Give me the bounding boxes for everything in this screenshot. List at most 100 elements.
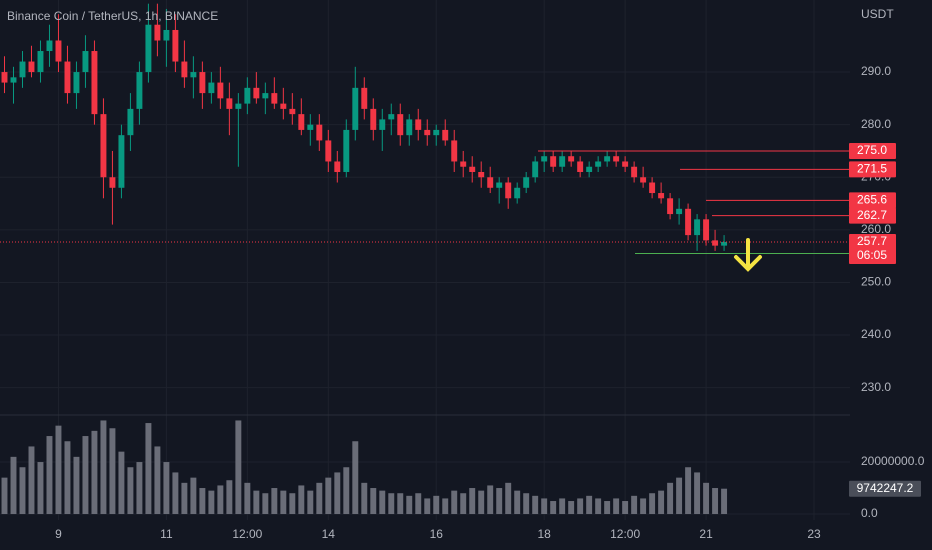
level-label-box xyxy=(849,207,896,224)
volume-bar xyxy=(46,436,53,515)
candle-body xyxy=(172,29,179,62)
chart-title: Binance Coin / TetherUS, 1h, BINANCE xyxy=(7,9,218,23)
level-label: 275.0 xyxy=(857,143,887,157)
volume-bar xyxy=(118,451,125,515)
candle-body xyxy=(595,161,602,167)
volume-bar xyxy=(172,472,179,515)
volume-tick-label: 20000000.0 xyxy=(861,454,925,468)
candle-body xyxy=(163,29,170,41)
volume-bar xyxy=(469,488,476,515)
volume-bar xyxy=(559,498,566,515)
volume-bar xyxy=(595,498,602,515)
candle-body xyxy=(217,82,224,99)
last-price-label: 257.7 xyxy=(857,234,887,248)
volume-bar xyxy=(451,490,458,515)
volume-bar xyxy=(397,493,404,515)
last-volume-box xyxy=(849,480,921,497)
candle-body xyxy=(658,193,665,199)
candle-body xyxy=(451,140,458,162)
candle-body xyxy=(694,219,701,236)
volume-bar xyxy=(262,493,269,515)
candle-body xyxy=(667,198,674,215)
volume-bar xyxy=(190,477,197,515)
volume-bar xyxy=(532,495,539,515)
x-tick-label: 12:00 xyxy=(610,527,640,541)
x-tick-label: 16 xyxy=(430,527,444,541)
candle-body xyxy=(280,103,287,109)
candle-body xyxy=(289,108,296,115)
volume-bar xyxy=(460,493,467,515)
candle-body xyxy=(73,72,80,94)
volume-bar xyxy=(73,456,80,515)
candle-body xyxy=(415,119,422,130)
candle-body xyxy=(487,177,494,188)
y-tick-label: 260.0 xyxy=(861,222,891,236)
volume-bar xyxy=(640,498,647,515)
candle-body xyxy=(298,114,305,130)
level-label-box xyxy=(849,142,896,159)
candle-body xyxy=(523,177,530,188)
volume-bar xyxy=(505,482,512,515)
volume-bar xyxy=(82,436,89,515)
candle-body xyxy=(262,93,269,99)
volume-bar xyxy=(325,477,332,515)
volume-bar xyxy=(523,493,530,515)
volume-bar xyxy=(271,488,278,515)
volume-bar xyxy=(424,498,431,515)
last-price-box xyxy=(849,233,896,264)
last-volume-label: 9742247.2 xyxy=(857,481,914,495)
volume-bar xyxy=(433,495,440,515)
volume-bar xyxy=(145,423,152,515)
volume-bar xyxy=(19,467,26,515)
y-tick-label: 280.0 xyxy=(861,117,891,131)
y-tick-label: 290.0 xyxy=(861,64,891,78)
candle-body xyxy=(226,98,233,109)
candle-body xyxy=(712,240,719,246)
volume-bar xyxy=(64,441,71,515)
candle-body xyxy=(541,156,548,162)
x-tick-label: 21 xyxy=(699,527,713,541)
candle-body xyxy=(433,129,440,136)
candle-body xyxy=(82,51,89,73)
countdown-label: 06:05 xyxy=(857,248,887,262)
x-tick-label: 12:00 xyxy=(232,527,262,541)
candle-body xyxy=(199,72,206,94)
volume-bar xyxy=(694,472,701,515)
candle-body xyxy=(478,171,485,178)
volume-bar xyxy=(244,482,251,515)
x-tick-label: 9 xyxy=(55,527,62,541)
candle-body xyxy=(703,219,710,241)
down-arrow xyxy=(734,238,762,272)
candle-body xyxy=(37,51,44,73)
volume-bar xyxy=(388,493,395,515)
volume-bar xyxy=(55,425,62,515)
x-tick-label: 18 xyxy=(538,527,552,541)
candle-body xyxy=(46,40,53,52)
volume-bar xyxy=(10,456,17,515)
volume-bar xyxy=(136,462,143,515)
volume-bar xyxy=(307,490,314,515)
candle-body xyxy=(676,208,683,215)
candle-body xyxy=(136,72,143,109)
level-label: 262.7 xyxy=(857,208,887,222)
candle-body xyxy=(361,87,368,109)
candle-body xyxy=(55,40,62,62)
volume-bar xyxy=(487,485,494,515)
candle-body xyxy=(244,87,251,104)
volume-bar xyxy=(163,462,170,515)
volume-bar xyxy=(721,488,728,515)
candle-body xyxy=(424,129,431,136)
candle-body xyxy=(343,129,350,172)
candle-body xyxy=(1,72,8,83)
candle-body xyxy=(397,114,404,136)
candle-body xyxy=(532,161,539,178)
volume-bar xyxy=(442,498,449,515)
volume-bar xyxy=(478,490,485,515)
candle-body xyxy=(316,124,323,141)
volume-bar xyxy=(703,482,710,515)
volume-bar xyxy=(361,482,368,515)
volume-bar xyxy=(109,428,116,515)
level-label: 271.5 xyxy=(857,162,887,176)
volume-bar xyxy=(604,501,611,515)
volume-bar xyxy=(631,495,638,515)
